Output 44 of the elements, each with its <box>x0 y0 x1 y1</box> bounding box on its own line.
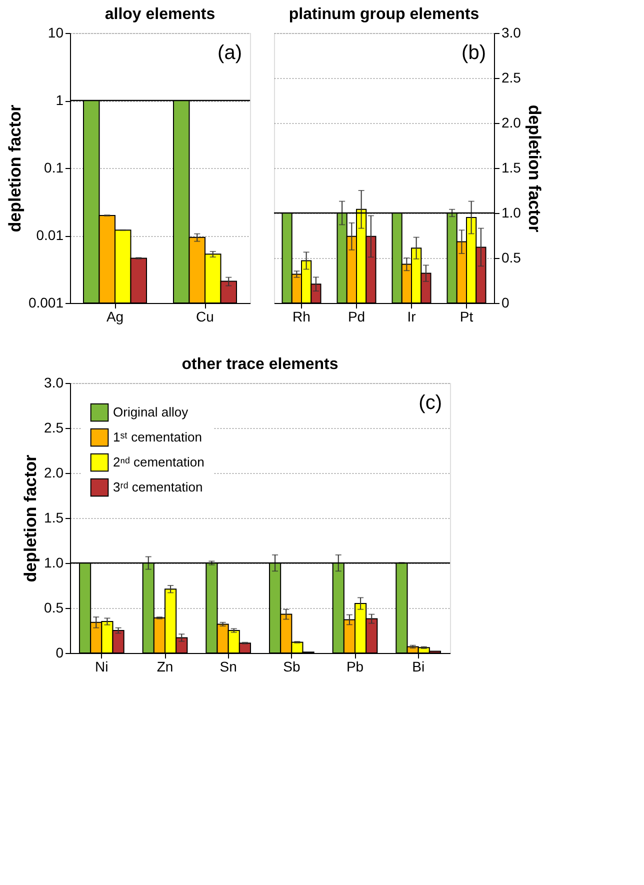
x-tick-label: Sb <box>283 658 300 674</box>
chart-title: platinum group elements <box>288 6 480 23</box>
y-tick-label: 2.5 <box>44 420 64 436</box>
y-tick-label: 0.001 <box>28 294 64 310</box>
x-tick-label: Pd <box>348 308 366 324</box>
y-tick-label: 3.0 <box>44 374 64 390</box>
x-tick-label: Pt <box>460 308 474 324</box>
legend-label: 1ˢᵗ cementation <box>113 430 202 444</box>
y-tick-label: 1.5 <box>44 510 64 526</box>
x-tick-label: Pb <box>346 658 364 674</box>
y2-tick-label: 1.5 <box>502 160 522 176</box>
x-tick-label: Rh <box>292 308 310 324</box>
y-axis-title: depletion factor <box>5 104 24 232</box>
x-tick-label: Cu <box>196 308 214 324</box>
y-tick-label: 1.0 <box>44 554 64 570</box>
x-tick-label: Ir <box>407 308 416 324</box>
x-tick-label: Ni <box>95 658 108 674</box>
y-tick-label: 0 <box>56 644 64 660</box>
x-tick-label: Sn <box>220 658 237 674</box>
chart-title: alloy elements <box>104 6 216 23</box>
y-tick-label: 10 <box>48 24 64 40</box>
legend-label: 2ⁿᵈ cementation <box>113 454 204 470</box>
y2-tick-label: 2.0 <box>502 114 522 130</box>
y-tick-label: 1 <box>56 92 64 108</box>
y-tick-label: 0.1 <box>44 160 64 176</box>
legend-label: 3ʳᵈ cementation <box>113 480 203 494</box>
y2-axis-title: depletion factor <box>524 104 544 233</box>
y2-tick-label: 1.0 <box>502 204 522 220</box>
y-axis-title: depletion factor <box>21 454 40 582</box>
chart-title: other trace elements <box>182 356 338 373</box>
x-tick-label: Zn <box>156 658 174 674</box>
y2-tick-label: 0 <box>502 294 510 310</box>
legend-label: Original alloy <box>113 404 189 420</box>
annotation: (b) <box>462 42 486 64</box>
y2-tick-label: 3.0 <box>502 24 522 40</box>
y-tick-label: 2.0 <box>44 464 64 480</box>
annotation: (a) <box>218 42 242 64</box>
y-tick-label: 0.01 <box>36 227 64 243</box>
annotation: (c) <box>418 392 442 414</box>
y2-tick-label: 2.5 <box>502 70 522 86</box>
x-tick-label: Ag <box>106 308 124 324</box>
y2-tick-label: 0.5 <box>502 250 522 266</box>
x-tick-label: Bi <box>412 658 425 674</box>
y-tick-label: 0.5 <box>44 600 64 616</box>
